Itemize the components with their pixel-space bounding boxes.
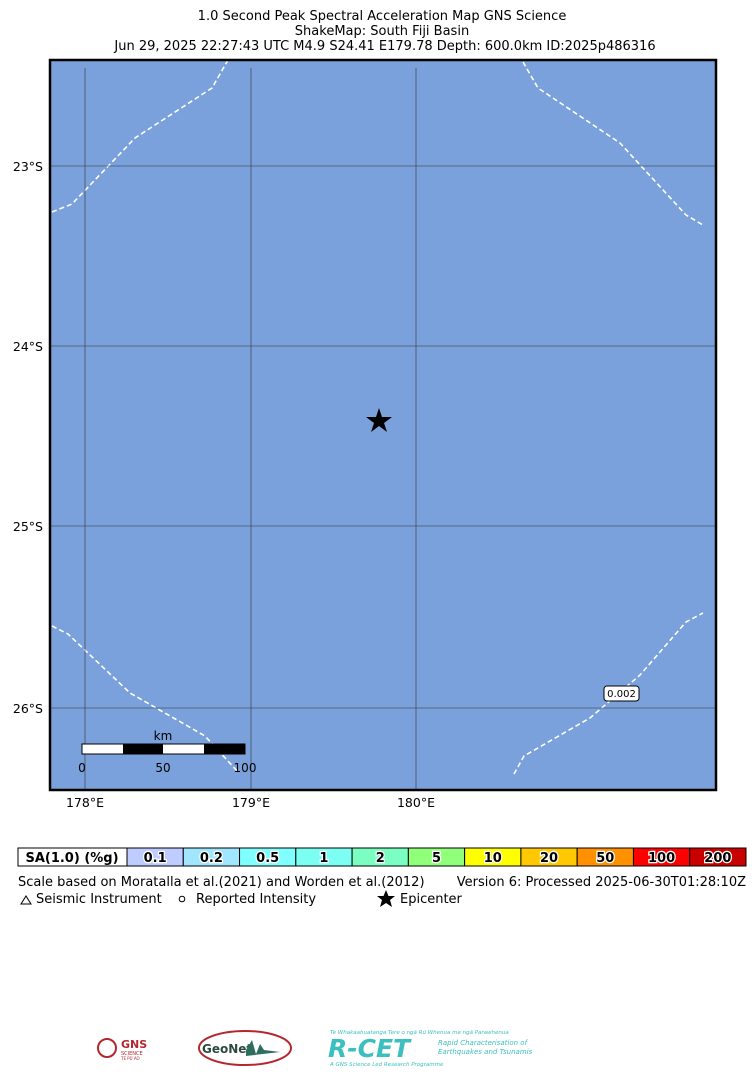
- epicenter: [366, 408, 392, 432]
- geonet-logo: GeoNet: [198, 1030, 292, 1066]
- coastline: [51, 625, 239, 773]
- legend-symbol-label: Reported Intensity: [196, 892, 316, 907]
- logo-text: GeoNet: [202, 1042, 252, 1056]
- coastline: [51, 59, 229, 213]
- contour-label: 0.002: [607, 689, 636, 700]
- lon-label: 180°E: [397, 795, 435, 810]
- legend-bin-label: 100: [648, 851, 675, 866]
- logo-text: TE PŪ AO: [120, 1056, 140, 1061]
- scale-bar: km 0 50 100: [78, 729, 256, 775]
- title: 1.0 Second Peak Spectral Acceleration Ma…: [198, 9, 567, 24]
- logo-text: R-CET: [328, 1034, 412, 1063]
- subtitle: ShakeMap: South Fiji Basin: [295, 24, 469, 39]
- scale-tick: 0: [78, 761, 86, 775]
- legend-symbol-label: Seismic Instrument: [36, 892, 162, 907]
- legend-bin-label: 1: [319, 851, 328, 866]
- gns-logo: GNS SCIENCE TE PŪ AO: [97, 1038, 147, 1061]
- version: Version 6: Processed 2025-06-30T01:28:10…: [457, 875, 746, 890]
- logo-text: Earthquakes and Tsunamis: [438, 1048, 533, 1056]
- scale-segment: [123, 744, 163, 754]
- lat-label: 26°S: [13, 701, 43, 716]
- legend-bin-label: 0.2: [200, 851, 223, 866]
- instrument-symbol: [20, 895, 32, 905]
- map: 0.002 km 0 50 100: [48, 58, 718, 792]
- scale-unit: km: [154, 729, 173, 743]
- graticule: [50, 68, 716, 790]
- legend-bin-label: 0.5: [256, 851, 279, 866]
- legend-symbol-label: Epicenter: [400, 892, 463, 907]
- logo-text: SCIENCE: [121, 1051, 143, 1057]
- logo-mark: [246, 1040, 280, 1056]
- legend-bin-label: 50: [596, 851, 614, 866]
- legend-bin-label: 0.1: [144, 851, 167, 866]
- legend-bin-label: 10: [484, 851, 502, 866]
- scale-segment: [204, 744, 245, 754]
- lon-label: 178°E: [66, 795, 104, 810]
- event-info: Jun 29, 2025 22:27:43 UTC M4.9 S24.41 E1…: [113, 39, 655, 54]
- lon-label: 179°E: [232, 795, 270, 810]
- logo-mark: [97, 1038, 117, 1058]
- contour-label-box: [603, 685, 640, 702]
- scale-tick: 100: [234, 761, 257, 775]
- legend: SA(1.0) (%g) 0.1 0.2 0.5 1 2 5 10 20 50 100 200: [17, 847, 747, 867]
- logo-text: Te Whakaahuatanga Tere o ngā Rū Whenua m…: [330, 1030, 509, 1036]
- coastline: [522, 61, 704, 226]
- legend-bin-label: 200: [704, 851, 731, 866]
- scale-note: Scale based on Moratalla et al.(2021) an…: [18, 875, 425, 890]
- rcet-logo: Te Whakaahuatanga Tere o ngā Rū Whenua m…: [328, 1030, 533, 1068]
- logo-text: Rapid Characterisation of: [438, 1039, 529, 1047]
- lat-label: 25°S: [13, 519, 43, 534]
- legend-bin-label: 5: [432, 851, 441, 866]
- lat-label: 23°S: [13, 159, 43, 174]
- legend-bin-label: 2: [376, 851, 385, 866]
- logo-text: A GNS Science Led Research Programme: [329, 1062, 444, 1068]
- logo-mark: [198, 1030, 292, 1066]
- scale-tick: 50: [155, 761, 170, 775]
- logo-text: GNS: [121, 1038, 147, 1051]
- legend-bin-label: 20: [540, 851, 558, 866]
- epicenter-symbol: [377, 890, 395, 907]
- intensity-symbol: [178, 895, 186, 903]
- legend-bin: [689, 847, 747, 867]
- legend-title: SA(1.0) (%g): [25, 851, 118, 866]
- map-frame: [48, 58, 718, 792]
- lat-label: 24°S: [13, 339, 43, 354]
